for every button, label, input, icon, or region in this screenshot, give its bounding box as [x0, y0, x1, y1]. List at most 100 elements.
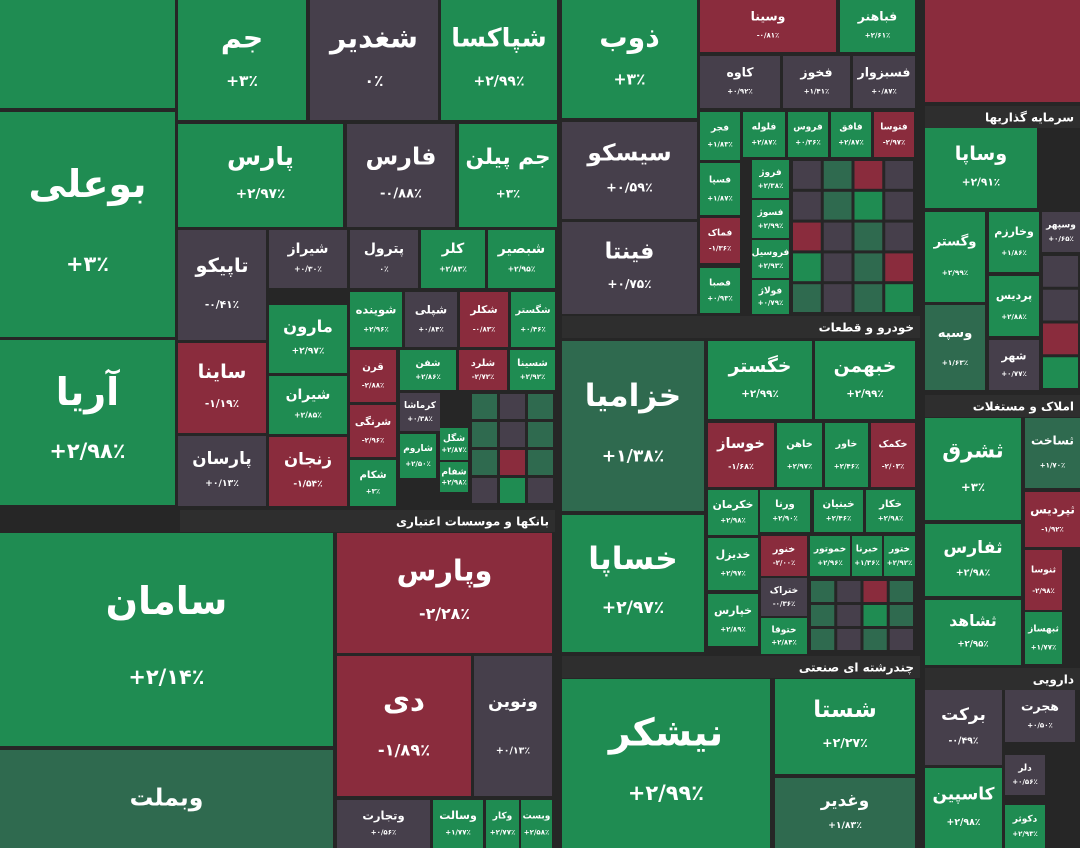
- tile[interactable]: [989, 340, 1039, 390]
- tile[interactable]: [269, 376, 347, 434]
- tile[interactable]: [459, 124, 557, 227]
- tile[interactable]: [700, 112, 740, 160]
- tile[interactable]: [562, 341, 704, 511]
- tile[interactable]: [1025, 418, 1080, 488]
- tile[interactable]: [708, 423, 774, 487]
- tile[interactable]: [178, 343, 266, 433]
- tile[interactable]: [761, 618, 807, 654]
- tile[interactable]: [989, 276, 1039, 336]
- tile[interactable]: [441, 0, 557, 120]
- tile[interactable]: [1005, 805, 1045, 848]
- tile[interactable]: [421, 230, 485, 288]
- tile[interactable]: [761, 578, 807, 616]
- tile[interactable]: [1025, 550, 1062, 610]
- tile[interactable]: [1005, 690, 1075, 742]
- tile[interactable]: [700, 0, 836, 52]
- tile[interactable]: [0, 112, 175, 337]
- tile[interactable]: [1042, 212, 1080, 252]
- tile[interactable]: [700, 268, 740, 313]
- tile[interactable]: [852, 536, 882, 576]
- tile[interactable]: [474, 656, 552, 796]
- tile[interactable]: [752, 200, 789, 238]
- tile[interactable]: [989, 212, 1039, 272]
- tile[interactable]: [521, 800, 552, 848]
- tile[interactable]: [178, 124, 343, 227]
- tile[interactable]: [925, 212, 985, 302]
- tile[interactable]: [1005, 755, 1045, 795]
- tile[interactable]: [400, 350, 456, 390]
- tile[interactable]: [810, 536, 850, 576]
- tile[interactable]: [775, 679, 915, 774]
- tile[interactable]: [700, 218, 740, 263]
- tile[interactable]: [761, 536, 807, 576]
- tile[interactable]: [708, 490, 758, 535]
- tile[interactable]: [0, 533, 333, 746]
- tile[interactable]: [269, 437, 347, 506]
- tile[interactable]: [460, 292, 508, 347]
- tile[interactable]: [840, 0, 915, 52]
- tile[interactable]: [788, 112, 828, 157]
- tile[interactable]: [760, 490, 810, 532]
- tile[interactable]: [400, 393, 440, 431]
- tile[interactable]: [814, 490, 863, 532]
- tile[interactable]: [752, 160, 789, 198]
- tile[interactable]: [853, 56, 915, 108]
- tile[interactable]: [178, 436, 266, 506]
- tile[interactable]: [350, 292, 402, 347]
- tile[interactable]: [925, 305, 985, 390]
- tile[interactable]: [925, 600, 1021, 665]
- tile[interactable]: [178, 0, 306, 120]
- tile[interactable]: [337, 656, 471, 796]
- tile[interactable]: [405, 292, 457, 347]
- tile[interactable]: [350, 405, 396, 457]
- tile[interactable]: [743, 112, 785, 157]
- tile[interactable]: [562, 679, 770, 848]
- tile[interactable]: [562, 122, 697, 219]
- tile[interactable]: [815, 341, 915, 419]
- tile[interactable]: [269, 305, 347, 373]
- tile[interactable]: [350, 350, 396, 402]
- tile[interactable]: [511, 292, 555, 347]
- tile[interactable]: [752, 240, 789, 278]
- tile[interactable]: [440, 428, 468, 460]
- tile[interactable]: [925, 768, 1002, 848]
- tile[interactable]: [866, 490, 915, 532]
- tile[interactable]: [310, 0, 438, 120]
- tile[interactable]: [1025, 612, 1062, 664]
- tile[interactable]: [831, 112, 871, 157]
- tile[interactable]: [777, 423, 822, 487]
- tile[interactable]: [925, 128, 1037, 208]
- tile[interactable]: [783, 56, 850, 108]
- tile[interactable]: [510, 350, 555, 390]
- tile[interactable]: [925, 418, 1021, 520]
- tile[interactable]: [874, 112, 914, 157]
- tile[interactable]: [337, 533, 552, 653]
- tile[interactable]: [752, 280, 789, 314]
- tile[interactable]: [440, 462, 468, 492]
- tile[interactable]: [708, 341, 812, 419]
- tile[interactable]: [708, 538, 758, 590]
- tile[interactable]: [0, 340, 175, 505]
- tile[interactable]: [488, 230, 555, 288]
- tile[interactable]: [269, 230, 347, 288]
- tile[interactable]: [925, 524, 1021, 596]
- tile[interactable]: [925, 690, 1002, 765]
- tile[interactable]: [337, 800, 430, 848]
- tile[interactable]: [562, 515, 704, 652]
- tile[interactable]: [871, 423, 915, 487]
- tile[interactable]: [562, 0, 697, 118]
- tile[interactable]: [433, 800, 483, 848]
- tile[interactable]: [700, 163, 740, 215]
- tile[interactable]: [700, 56, 780, 108]
- tile[interactable]: [347, 124, 455, 227]
- tile[interactable]: [0, 750, 333, 848]
- tile[interactable]: [708, 594, 758, 646]
- tile[interactable]: [825, 423, 868, 487]
- tile[interactable]: [350, 460, 396, 506]
- tile[interactable]: [884, 536, 915, 576]
- tile[interactable]: [775, 778, 915, 848]
- tile[interactable]: [400, 434, 436, 478]
- tile[interactable]: [1025, 492, 1080, 547]
- tile[interactable]: [486, 800, 519, 848]
- tile[interactable]: [562, 222, 697, 314]
